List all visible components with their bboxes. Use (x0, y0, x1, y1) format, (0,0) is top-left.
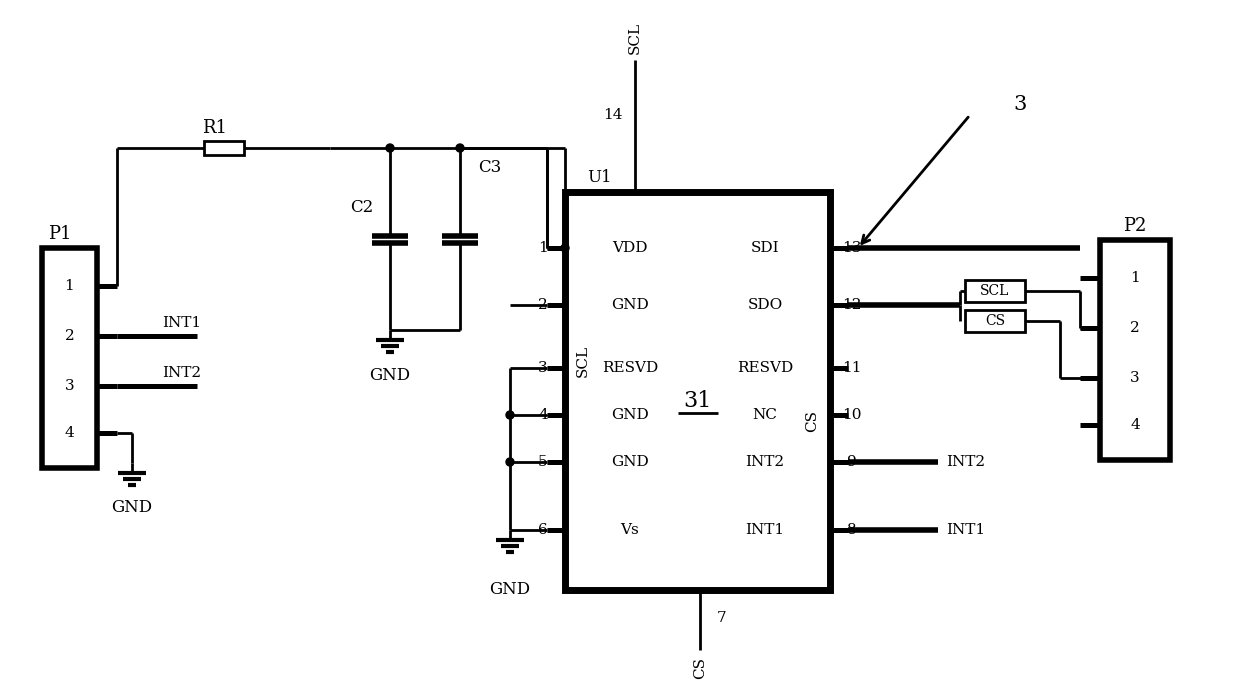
Text: CS: CS (693, 657, 707, 679)
Bar (965, 280, 1025, 302)
Text: SDO: SDO (748, 298, 782, 312)
Text: 2: 2 (1130, 321, 1140, 335)
Text: 4: 4 (64, 426, 74, 440)
Text: INT2: INT2 (946, 455, 985, 469)
Text: 3: 3 (1013, 96, 1027, 115)
Text: 2: 2 (64, 329, 74, 343)
Text: GND: GND (611, 298, 649, 312)
Text: RESVD: RESVD (601, 361, 658, 375)
Text: GND: GND (611, 408, 649, 422)
Text: R1: R1 (202, 119, 227, 137)
Text: P2: P2 (1123, 217, 1147, 235)
Text: 10: 10 (842, 408, 862, 422)
Text: C2: C2 (351, 199, 373, 217)
Text: 6: 6 (538, 523, 548, 537)
Text: INT1: INT1 (162, 316, 201, 330)
Text: SCL: SCL (981, 284, 1009, 298)
Text: 8: 8 (847, 523, 857, 537)
Text: 13: 13 (842, 241, 862, 255)
Text: GND: GND (112, 499, 153, 516)
Text: GND: GND (611, 455, 649, 469)
Text: 1: 1 (64, 279, 74, 293)
Text: INT1: INT1 (745, 523, 785, 537)
Text: INT1: INT1 (946, 523, 985, 537)
Circle shape (456, 144, 464, 152)
Circle shape (560, 244, 569, 252)
Text: 3: 3 (64, 379, 74, 393)
Text: 12: 12 (842, 298, 862, 312)
Text: 7: 7 (717, 611, 727, 625)
Text: 4: 4 (538, 408, 548, 422)
Text: 3: 3 (1130, 371, 1140, 385)
Text: GND: GND (370, 367, 410, 383)
Text: SDI: SDI (750, 241, 779, 255)
Text: C3: C3 (479, 160, 502, 176)
Bar (203, 141, 243, 155)
Text: 14: 14 (603, 108, 622, 122)
Text: U1: U1 (587, 169, 611, 186)
Text: INT2: INT2 (162, 366, 201, 380)
Bar (565, 192, 830, 590)
Text: 3: 3 (538, 361, 548, 375)
Circle shape (506, 458, 515, 466)
Text: 1: 1 (538, 241, 548, 255)
Bar (1100, 240, 1171, 460)
Text: CS: CS (805, 410, 818, 432)
Circle shape (386, 144, 394, 152)
Text: CS: CS (985, 314, 1006, 328)
Text: GND: GND (490, 581, 531, 598)
Text: 31: 31 (683, 390, 712, 412)
Text: 11: 11 (842, 361, 862, 375)
Bar (42, 248, 97, 468)
Text: 1: 1 (1130, 271, 1140, 285)
Text: RESVD: RESVD (737, 361, 794, 375)
Text: NC: NC (753, 408, 777, 422)
Text: INT2: INT2 (745, 455, 785, 469)
Text: 4: 4 (1130, 418, 1140, 432)
Text: 9: 9 (847, 455, 857, 469)
Text: Vs: Vs (621, 523, 640, 537)
Bar (965, 310, 1025, 332)
Text: 5: 5 (538, 455, 548, 469)
Text: SCL: SCL (577, 345, 590, 377)
Text: SCL: SCL (627, 22, 642, 54)
Circle shape (506, 411, 515, 419)
Text: 2: 2 (538, 298, 548, 312)
Text: VDD: VDD (613, 241, 647, 255)
Text: P1: P1 (48, 225, 71, 243)
